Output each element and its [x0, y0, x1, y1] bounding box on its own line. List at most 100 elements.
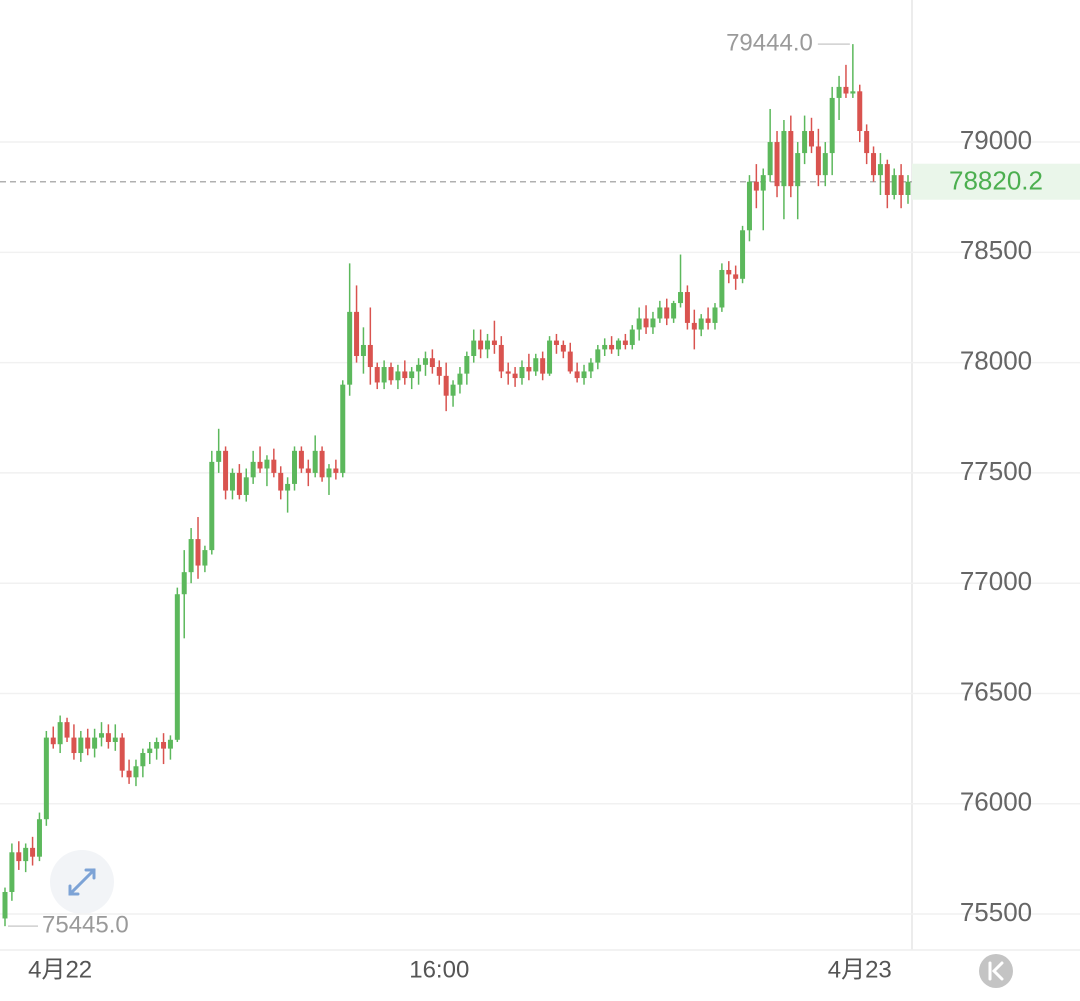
- candle-body: [836, 86, 842, 98]
- candle-body: [485, 340, 491, 350]
- reset-icon: [988, 961, 1004, 981]
- candle-body: [505, 371, 511, 374]
- candle-body: [726, 269, 732, 275]
- candle-body: [264, 459, 270, 469]
- candle-body: [740, 230, 746, 279]
- candle-body: [491, 340, 497, 345]
- candle-body: [250, 461, 256, 478]
- candle-body: [71, 737, 77, 754]
- candle-body: [898, 175, 904, 195]
- last-price-label: 78820.2: [949, 166, 1043, 196]
- x-tick-label: 4月22: [28, 956, 92, 983]
- candle-body: [691, 322, 697, 330]
- candle-body: [278, 472, 284, 491]
- candle-body: [305, 468, 311, 473]
- candle-body: [512, 373, 518, 379]
- candle-body: [422, 358, 428, 365]
- candle-body: [30, 847, 36, 857]
- candle-body: [891, 175, 897, 195]
- candle-body: [209, 461, 215, 551]
- candle-body: [877, 164, 883, 176]
- candle-body: [333, 468, 339, 473]
- candle-body: [753, 181, 759, 191]
- candle-body: [712, 307, 718, 323]
- candle-body: [292, 450, 298, 484]
- candle-body: [340, 384, 346, 473]
- x-tick-label: 16:00: [409, 956, 469, 983]
- candle-body: [367, 344, 373, 368]
- candle-body: [884, 164, 890, 195]
- candle-body: [23, 847, 29, 862]
- y-tick-label: 78500: [960, 235, 1032, 265]
- candle-body: [519, 367, 525, 379]
- candle-body: [347, 311, 353, 385]
- candle-body: [36, 819, 42, 857]
- candle-body: [374, 367, 380, 383]
- candle-body: [257, 461, 263, 469]
- candle-body: [760, 175, 766, 191]
- candle-body: [236, 472, 242, 495]
- candle-body: [216, 450, 222, 462]
- candle-body: [547, 340, 553, 374]
- candle-body: [43, 737, 49, 820]
- candle-body: [540, 358, 546, 374]
- candle-body: [326, 468, 332, 478]
- candle-body: [99, 733, 105, 738]
- candle-body: [843, 86, 849, 94]
- candle-body: [202, 550, 208, 566]
- y-tick-label: 76000: [960, 787, 1032, 817]
- reset-button[interactable]: [979, 954, 1013, 988]
- expand-button[interactable]: [50, 850, 114, 914]
- y-tick-label: 76500: [960, 676, 1032, 706]
- candle-body: [650, 318, 656, 328]
- candle-body: [457, 373, 463, 385]
- candle-body: [360, 344, 366, 357]
- candle-body: [161, 742, 167, 749]
- candle-body: [2, 891, 8, 919]
- candle-body: [746, 181, 752, 231]
- candle-body: [471, 340, 477, 357]
- candle-body: [78, 737, 84, 754]
- candle-body: [147, 748, 153, 754]
- candle-body: [16, 852, 22, 862]
- candle-body: [188, 539, 194, 573]
- candle-body: [822, 153, 828, 176]
- candle-body: [560, 344, 566, 352]
- candle-body: [271, 459, 277, 473]
- candle-body: [119, 737, 125, 771]
- candle-body: [133, 766, 139, 778]
- candle-body: [802, 131, 808, 154]
- candle-body: [105, 733, 111, 743]
- candle-body: [223, 450, 229, 491]
- candle-body: [733, 274, 739, 279]
- candle-body: [595, 349, 601, 363]
- candles: [2, 44, 911, 927]
- candle-body: [416, 364, 422, 372]
- candle-body: [478, 340, 484, 350]
- candle-body: [312, 450, 318, 473]
- y-tick-label: 78000: [960, 345, 1032, 375]
- candle-body: [174, 594, 180, 740]
- candle-body: [298, 450, 304, 469]
- candle-body: [126, 770, 132, 778]
- candle-body: [850, 91, 856, 94]
- candle-body: [553, 340, 559, 345]
- candle-body: [602, 344, 608, 350]
- candle-body: [615, 340, 621, 350]
- candle-body: [767, 142, 773, 176]
- candle-body: [864, 131, 870, 154]
- candle-body: [92, 737, 98, 749]
- candle-body: [567, 351, 573, 372]
- candle-body: [788, 131, 794, 187]
- candle-body: [871, 153, 877, 176]
- y-tick-label: 79000: [960, 125, 1032, 155]
- candle-body: [857, 91, 863, 132]
- candle-body: [450, 384, 456, 396]
- candle-body: [829, 97, 835, 154]
- candle-body: [50, 737, 56, 745]
- expand-icon: [68, 868, 96, 896]
- candle-body: [381, 367, 387, 383]
- candle-body: [354, 311, 360, 357]
- candle-body: [498, 344, 504, 372]
